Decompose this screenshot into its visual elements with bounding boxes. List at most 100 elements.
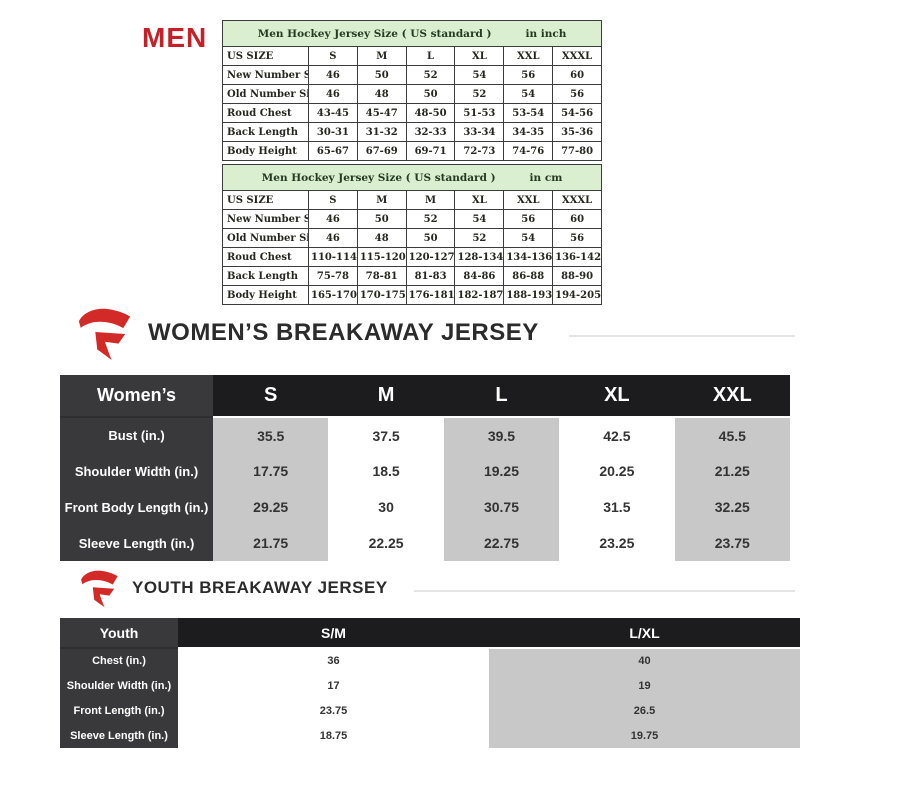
women-title: WOMEN’S BREAKAWAY JERSEY — [148, 319, 539, 346]
row-label: Back Length — [222, 266, 309, 286]
women-section-header: WOMEN’S BREAKAWAY JERSEY — [74, 305, 795, 361]
table-cell: 31-32 — [356, 122, 407, 142]
divider-line — [568, 335, 795, 337]
value-cell: 36 — [178, 648, 489, 673]
table-row: Back Length 75-78 78-81 81-83 84-86 86-88 88-9… — [222, 266, 602, 286]
table-title: Men Hockey Jersey Size ( US standard ) — [261, 171, 496, 184]
table-cell: 67-69 — [356, 141, 407, 161]
women-size-table: Women’s S M L XL XXL Bust (in.) 35.5 37.5 39.5 42.… — [60, 375, 790, 561]
table-cell: 81-83 — [405, 266, 456, 286]
column-header-cell: XXXL — [552, 190, 602, 210]
column-header-cell: M — [356, 46, 407, 66]
youth-title: YOUTH BREAKAWAY JERSEY — [132, 578, 388, 597]
table-cell: 128-134 — [454, 247, 505, 267]
table-cell: 77-80 — [552, 141, 602, 161]
column-header-cell: S — [308, 190, 358, 210]
table-cell: 72-73 — [454, 141, 505, 161]
table-cell: 120-127 — [405, 247, 456, 267]
table-cell: 35-36 — [552, 122, 602, 142]
men-size-table-cm: Men Hockey Jersey Size ( US standard ) in… — [222, 164, 602, 305]
table-row: Front Length (in.) 23.75 26.5 — [60, 698, 800, 723]
value-cell: 19.75 — [489, 723, 800, 748]
table-cell: 52 — [405, 209, 456, 229]
column-header-cell: XXXL — [552, 46, 602, 66]
table-cell: 69-71 — [405, 141, 456, 161]
row-label: Roud Chest — [222, 103, 309, 123]
table-row: Old Number Size464850525456 — [222, 84, 602, 104]
value-cell: 18.5 — [328, 453, 444, 489]
value-cell: 31.5 — [559, 489, 675, 525]
table-cell: 56 — [503, 65, 554, 85]
youth-size-table: Youth S/M L/XL Chest (in.) 36 40 Shoulder Widt… — [60, 618, 800, 748]
value-cell: 23.75 — [674, 525, 790, 561]
value-cell: 17.75 — [213, 453, 329, 489]
column-header-cell: S — [308, 46, 358, 66]
corner-cell: Women’s — [60, 375, 213, 418]
table-cell: 51-53 — [454, 103, 505, 123]
value-cell: 35.5 — [213, 417, 329, 453]
table-cell: 56 — [552, 84, 602, 104]
table-cell: 170-175 — [356, 285, 407, 305]
table-cell: 54 — [454, 209, 505, 229]
row-label: Chest (in.) — [60, 648, 178, 673]
table-cell: 60 — [552, 65, 602, 85]
table-header-row: US SIZE S M L XL XXL XXXL — [222, 46, 602, 66]
table-cell: 176-181 — [405, 285, 456, 305]
table-cell: 136-142 — [552, 247, 602, 267]
table-cell: 48 — [356, 84, 407, 104]
table-cell: 78-81 — [356, 266, 407, 286]
column-header-cell: M — [356, 190, 407, 210]
table-cell: 50 — [356, 65, 407, 85]
table-row: Front Body Length (in.) 29.25 30 30.75 31.5 3… — [60, 489, 790, 525]
table-cell: 110-114 — [308, 247, 358, 267]
column-header-cell: L — [405, 46, 456, 66]
table-cell: 34-35 — [503, 122, 554, 142]
row-label: Bust (in.) — [60, 417, 213, 453]
table-cell: 30-31 — [308, 122, 358, 142]
row-label: New Number Size — [222, 65, 309, 85]
value-cell: 23.75 — [178, 698, 489, 723]
value-cell: 19 — [489, 673, 800, 698]
table-cell: 56 — [552, 228, 602, 248]
table-title-row: Men Hockey Jersey Size ( US standard ) in… — [222, 20, 602, 47]
youth-size-table-grid: Youth S/M L/XL Chest (in.) 36 40 Shoulder Widt… — [60, 618, 800, 748]
table-cell: 165-170 — [308, 285, 358, 305]
table-cell: 86-88 — [503, 266, 554, 286]
row-label: Roud Chest — [222, 247, 309, 267]
table-cell: 54 — [503, 228, 554, 248]
table-cell: 52 — [405, 65, 456, 85]
table-row: Chest (in.) 36 40 — [60, 648, 800, 673]
value-cell: 37.5 — [328, 417, 444, 453]
table-row: Roud Chest 110-114 115-120 120-127 128-134 13… — [222, 247, 602, 267]
women-size-table-grid: Women’s S M L XL XXL Bust (in.) 35.5 37.5 39.5 42.… — [60, 375, 790, 561]
row-label: Shoulder Width (in.) — [60, 453, 213, 489]
value-cell: 22.75 — [443, 525, 560, 561]
table-cell: 182-187 — [454, 285, 505, 305]
value-cell: 30.75 — [443, 489, 560, 525]
table-title: Men Hockey Jersey Size ( US standard ) — [257, 27, 492, 40]
row-label: Back Length — [222, 122, 309, 142]
column-header-cell: M — [405, 190, 456, 210]
table-row: Sleeve Length (in.) 21.75 22.25 22.75 23.25 2… — [60, 525, 790, 561]
column-header-cell: XXL — [503, 46, 554, 66]
table-cell: 194-205 — [552, 285, 602, 305]
table-cell: 46 — [308, 209, 358, 229]
column-header-cell: US SIZE — [222, 190, 309, 210]
table-cell: 32-33 — [405, 122, 456, 142]
table-cell: 54-56 — [552, 103, 602, 123]
table-cell: 54 — [503, 84, 554, 104]
row-label: Sleeve Length (in.) — [60, 723, 178, 748]
row-label: Front Length (in.) — [60, 698, 178, 723]
table-row: Bust (in.) 35.5 37.5 39.5 42.5 45.5 — [60, 417, 790, 453]
table-row: New Number Size465052545660 — [222, 65, 602, 85]
value-cell: 45.5 — [674, 417, 790, 453]
size-header-cell: XXL — [674, 375, 790, 418]
table-header-row: US SIZE S M M XL XXL XXXL — [222, 190, 602, 210]
size-header-cell: S/M — [178, 618, 489, 649]
value-cell: 21.75 — [213, 525, 329, 561]
value-cell: 29.25 — [213, 489, 329, 525]
row-label: Shoulder Width (in.) — [60, 673, 178, 698]
column-header-cell: XL — [454, 46, 505, 66]
size-header-cell: L/XL — [489, 618, 800, 649]
